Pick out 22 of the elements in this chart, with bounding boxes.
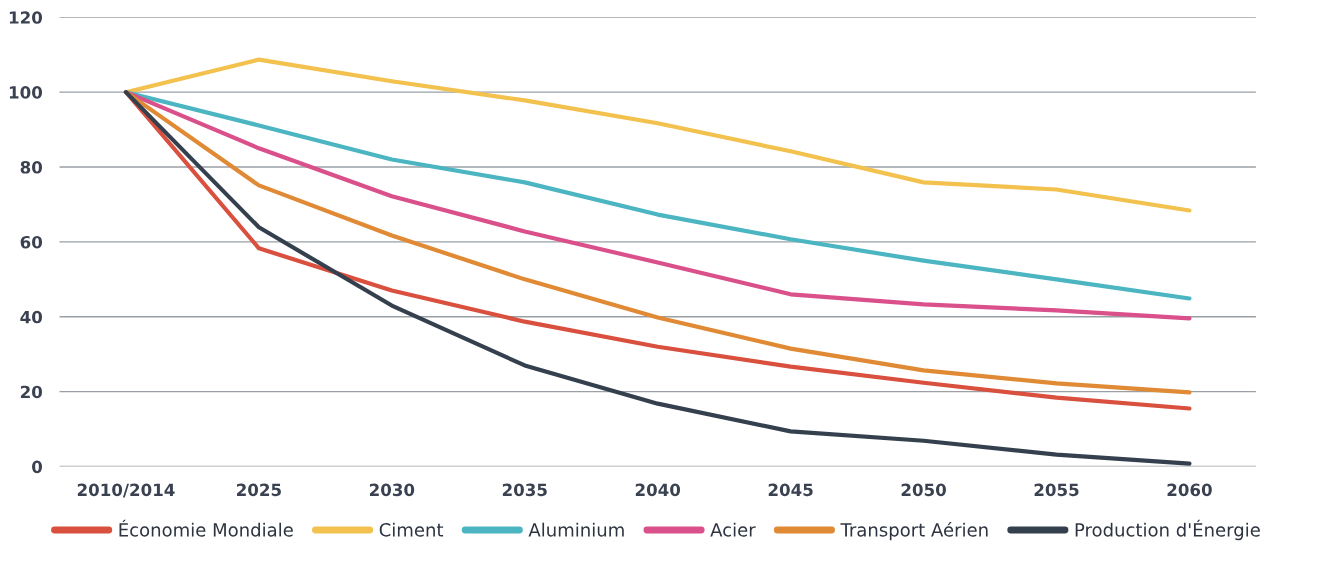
x-tick-label: 2060	[1167, 483, 1212, 497]
y-tick-label: 100	[9, 86, 43, 99]
y-tick-label: 40	[20, 310, 43, 324]
y-tick-label: 60	[20, 235, 43, 249]
x-tick-label: 2040	[635, 483, 681, 497]
x-tick-label: 2035	[502, 483, 547, 497]
legend-label: Ciment	[379, 522, 444, 537]
y-tick-label: 80	[20, 161, 43, 174]
y-tick-label: 120	[9, 11, 43, 24]
legend-label: Acier	[710, 522, 756, 537]
x-tick-label: 2030	[369, 483, 415, 497]
x-tick-label: 2010/2014	[77, 483, 175, 498]
y-tick-label: 20	[20, 385, 43, 399]
x-tick-label: 2050	[901, 483, 946, 497]
x-tick-label: 2055	[1034, 483, 1079, 497]
x-tick-label: 2045	[768, 483, 813, 497]
legend-label: Production d'Énergie	[1075, 519, 1260, 541]
x-tick-label: 2025	[237, 483, 281, 497]
legend-label: Économie Mondiale	[119, 519, 293, 537]
y-tick-label: 0	[32, 460, 43, 474]
legend-label: Transport Aérien	[840, 521, 988, 541]
legend-label: Aluminium	[528, 522, 624, 537]
